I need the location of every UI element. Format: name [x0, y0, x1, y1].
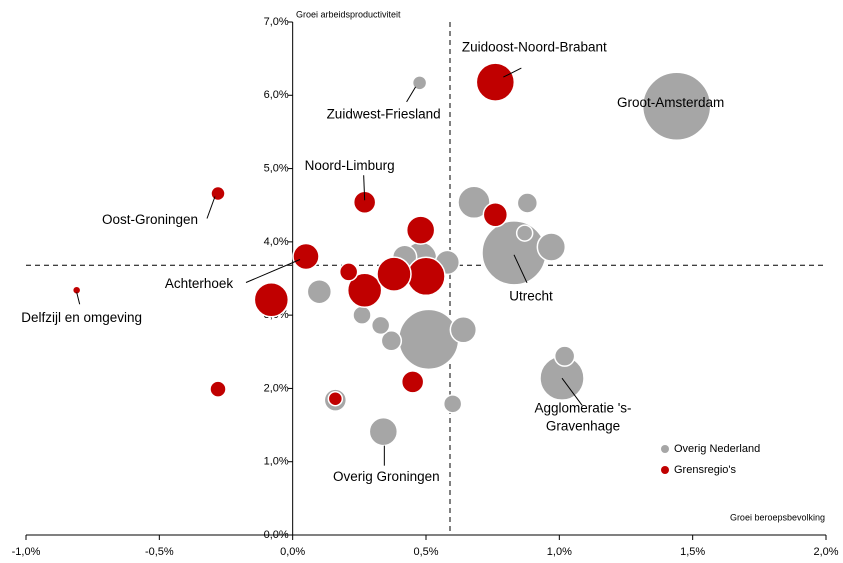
legend-label: Overig Nederland	[674, 443, 760, 455]
leader-line	[406, 86, 417, 103]
y-tick-label: 6,0%	[264, 89, 289, 101]
legend-marker	[661, 445, 669, 453]
bubble	[338, 262, 359, 282]
point-label: Gravenhage	[546, 419, 620, 434]
point-label: Overig Groningen	[333, 469, 440, 484]
bubble	[370, 315, 391, 336]
bubble	[641, 71, 712, 142]
x-tick-label: -0,5%	[145, 546, 174, 558]
legend-marker	[661, 466, 669, 474]
bubble	[380, 330, 403, 352]
bubble	[405, 215, 436, 245]
leader-line	[561, 377, 583, 406]
bubble	[449, 316, 478, 344]
bubble	[292, 242, 320, 271]
leader-line	[206, 196, 216, 219]
bubble	[515, 224, 534, 242]
y-tick-label: 7,0%	[264, 16, 289, 28]
legend-label: Grensregio's	[674, 464, 737, 476]
bubble	[346, 272, 383, 308]
point-label: Groot-Amsterdam	[617, 95, 724, 110]
bubble	[327, 390, 344, 407]
bubble	[376, 256, 412, 292]
x-tick-label: 1,0%	[547, 546, 572, 558]
bubble	[516, 192, 539, 214]
x-tick-label: 2,0%	[813, 546, 838, 558]
bubble	[457, 185, 491, 220]
leader-line	[513, 254, 528, 284]
point-label: Delfzijl en omgeving	[21, 310, 142, 325]
x-tick-label: 0,0%	[280, 546, 305, 558]
bubble	[481, 220, 547, 286]
y-tick-label: 1,0%	[264, 456, 289, 468]
bubble	[482, 201, 509, 228]
point-label: Agglomeratie 's-	[534, 401, 631, 416]
point-label: Achterhoek	[165, 276, 234, 291]
y-tick-label: 0,0%	[264, 529, 289, 541]
point-label: Utrecht	[509, 288, 553, 303]
leader-line	[503, 67, 522, 78]
x-tick-label: 1,5%	[680, 546, 705, 558]
leader-line	[363, 175, 366, 201]
point-label: Oost-Groningen	[102, 212, 198, 227]
bubble	[400, 370, 425, 394]
y-tick-label: 5,0%	[264, 162, 289, 174]
bubble	[352, 305, 372, 325]
bubble	[368, 416, 399, 447]
bubble	[209, 380, 227, 398]
bubble	[411, 75, 428, 91]
y-tick-label: 2,0%	[264, 382, 289, 394]
bubble	[397, 308, 460, 371]
leader-line	[76, 292, 81, 305]
bubble	[442, 394, 463, 414]
point-label: Noord-Limburg	[305, 158, 395, 173]
bubble	[536, 232, 567, 262]
bubble	[253, 282, 290, 318]
bubble	[553, 345, 576, 367]
x-tick-label: 0,5%	[413, 546, 438, 558]
bubble	[475, 62, 516, 102]
point-label: Zuidwest-Friesland	[327, 106, 441, 121]
x-tick-label: -1,0%	[12, 546, 41, 558]
y-axis-label: Groei arbeidsproductiviteit	[296, 9, 401, 19]
bubble	[306, 278, 333, 305]
x-axis-label: Groei beroepsbevolking	[730, 512, 825, 522]
point-label: Zuidoost-Noord-Brabant	[462, 40, 607, 55]
bubble	[406, 256, 446, 297]
leader-line	[245, 259, 301, 283]
bubble	[210, 185, 226, 202]
y-tick-label: 4,0%	[264, 236, 289, 248]
